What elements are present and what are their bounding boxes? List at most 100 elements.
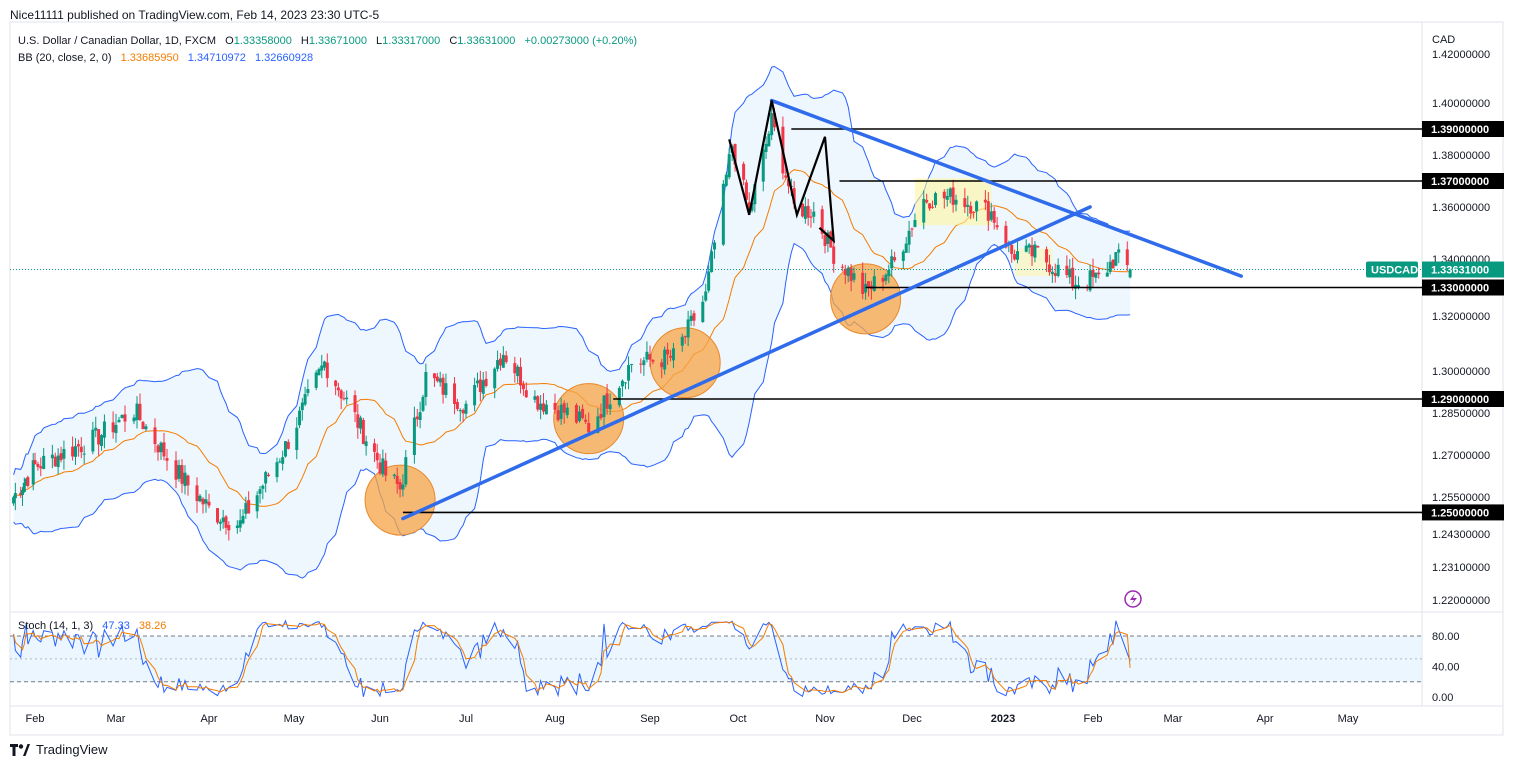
candle-body (942, 191, 946, 199)
candle (435, 372, 439, 383)
candle (478, 370, 482, 402)
candle-body (671, 348, 675, 361)
candle-body (384, 460, 388, 476)
candle-body (461, 409, 465, 414)
candle-body (539, 403, 543, 410)
candle-body (50, 454, 54, 459)
candle (174, 451, 178, 489)
candle (1047, 254, 1051, 276)
candle-body (578, 411, 582, 421)
candle (56, 448, 60, 475)
tradingview-footer[interactable]: TradingView (10, 742, 108, 757)
candle-body (1027, 244, 1031, 248)
candle (1128, 268, 1132, 279)
candle-body (238, 520, 242, 528)
candle (948, 187, 952, 204)
candle-body (207, 501, 211, 506)
candle-body (553, 402, 557, 410)
candle (247, 491, 251, 514)
candle (843, 264, 847, 285)
candle (238, 509, 242, 533)
candle-body (159, 442, 163, 453)
candle-body (412, 417, 416, 455)
candle (481, 371, 485, 400)
candle-body (587, 422, 591, 433)
price-tick-label: 1.40000000 (1432, 98, 1490, 110)
candle-body (26, 477, 30, 486)
candle (278, 458, 282, 464)
candle-body (1053, 273, 1057, 276)
candle-body (475, 380, 479, 384)
candle-body (401, 484, 405, 490)
candle-body (1128, 269, 1132, 278)
candle-body (298, 410, 302, 426)
candle (218, 519, 222, 531)
time-tick-label: Nov (815, 713, 835, 725)
candle (617, 386, 621, 408)
candle-body (1036, 245, 1040, 248)
candle-body (727, 154, 731, 178)
candle-body (59, 453, 63, 461)
candle (645, 341, 649, 363)
candle (1016, 241, 1020, 264)
candle-body (767, 133, 771, 147)
candle (53, 452, 57, 467)
candle-body (496, 360, 500, 369)
stoch-d-line (13, 621, 1131, 694)
candle-body (744, 182, 748, 200)
candle (890, 249, 894, 277)
candle-body (623, 382, 627, 384)
candle (504, 350, 508, 364)
candle-body (893, 257, 897, 261)
candle (392, 473, 396, 480)
candle (627, 356, 631, 390)
candle-body (1033, 244, 1037, 258)
candle-body (135, 403, 139, 421)
candle-body (353, 395, 357, 413)
candle-body (772, 112, 776, 128)
candle-body (986, 201, 990, 221)
candle (13, 482, 17, 511)
candle (415, 408, 419, 427)
candle-body (787, 178, 791, 187)
candle (342, 391, 346, 401)
candle (336, 382, 340, 397)
candle-body (843, 268, 847, 276)
candle (801, 203, 805, 218)
candle-body (97, 429, 101, 445)
close-value: 1.33631000 (457, 35, 516, 47)
candle (710, 248, 714, 273)
candle (364, 435, 368, 456)
candle (135, 396, 139, 429)
candle (493, 367, 497, 399)
candle-body (686, 319, 690, 338)
candle-body (432, 373, 436, 379)
candle (432, 373, 436, 387)
candle (227, 521, 231, 541)
candle-body (884, 274, 888, 281)
candle (111, 411, 115, 439)
ascending-trendline (401, 205, 1092, 521)
candle-body (542, 403, 546, 412)
candle-body (599, 414, 603, 419)
candle (298, 406, 302, 428)
candle-body (395, 475, 399, 484)
candle-body (1088, 270, 1092, 291)
candle (395, 467, 399, 494)
candle (334, 379, 338, 396)
candle (284, 441, 287, 458)
candle-body (792, 188, 796, 204)
candle (255, 491, 259, 519)
candle (100, 434, 104, 451)
candle-body (812, 211, 816, 217)
candle-body (840, 266, 844, 268)
candle-body (1050, 271, 1054, 275)
candle-body (111, 422, 115, 433)
candle-body (750, 203, 754, 211)
candle-body (901, 251, 905, 261)
candle (244, 496, 248, 519)
candle-body (761, 149, 765, 182)
candle-body (707, 271, 711, 291)
candle-body (267, 474, 270, 477)
